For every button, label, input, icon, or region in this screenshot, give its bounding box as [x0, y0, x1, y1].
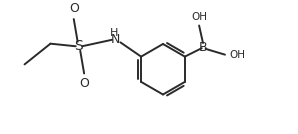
Text: S: S — [74, 39, 83, 53]
Text: B: B — [199, 41, 207, 54]
Text: N: N — [111, 33, 120, 46]
Text: O: O — [79, 77, 89, 90]
Text: OH: OH — [191, 12, 207, 22]
Text: H: H — [110, 28, 118, 38]
Text: OH: OH — [229, 50, 245, 60]
Text: O: O — [69, 2, 79, 15]
